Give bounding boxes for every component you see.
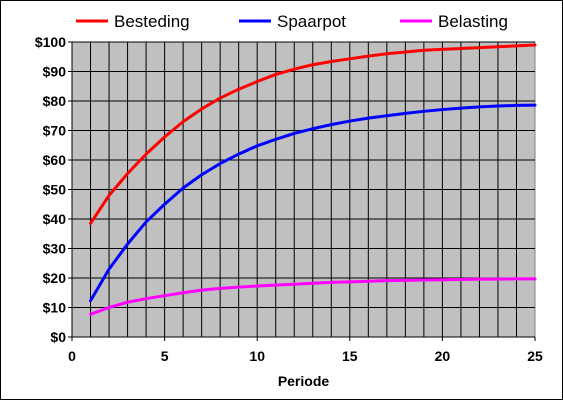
- y-tick-label: $30: [43, 241, 67, 257]
- x-tick-label: 25: [527, 348, 543, 364]
- series-lines: [89, 43, 537, 316]
- y-tick-label: $20: [43, 270, 67, 286]
- y-tick-label: $90: [43, 64, 67, 80]
- y-tick-label: $10: [43, 300, 67, 316]
- legend-label-besteding: Besteding: [114, 12, 190, 31]
- y-tick-label: $50: [43, 182, 67, 198]
- x-tick-label: 10: [249, 348, 265, 364]
- x-tick-label: 20: [435, 348, 451, 364]
- legend-label-spaarpot: Spaarpot: [277, 12, 346, 31]
- x-tick-label: 5: [161, 348, 169, 364]
- series-line-besteding: [89, 43, 537, 225]
- x-tick-label: 15: [342, 348, 358, 364]
- grid-lines: [72, 41, 535, 337]
- x-axis-title: Periode: [278, 373, 330, 389]
- y-tick-label: $80: [43, 93, 67, 109]
- y-tick-label: $60: [43, 152, 67, 168]
- y-tick-label: $70: [43, 123, 67, 139]
- y-tick-labels: $0 $10 $20 $30 $40 $50 $60 $70 $80 $90 $100: [35, 34, 66, 345]
- axes: [68, 41, 536, 341]
- series-line-spaarpot: [89, 103, 537, 303]
- y-tick-label: $100: [35, 34, 66, 50]
- legend: Besteding Spaarpot Belasting: [76, 12, 508, 31]
- y-tick-label: $0: [50, 329, 66, 345]
- legend-label-belasting: Belasting: [438, 12, 508, 31]
- x-tick-label: 0: [68, 348, 76, 364]
- y-tick-label: $40: [43, 211, 67, 227]
- x-tick-labels: 0 5 10 15 20 25: [68, 348, 543, 364]
- series-line-belasting: [89, 277, 537, 316]
